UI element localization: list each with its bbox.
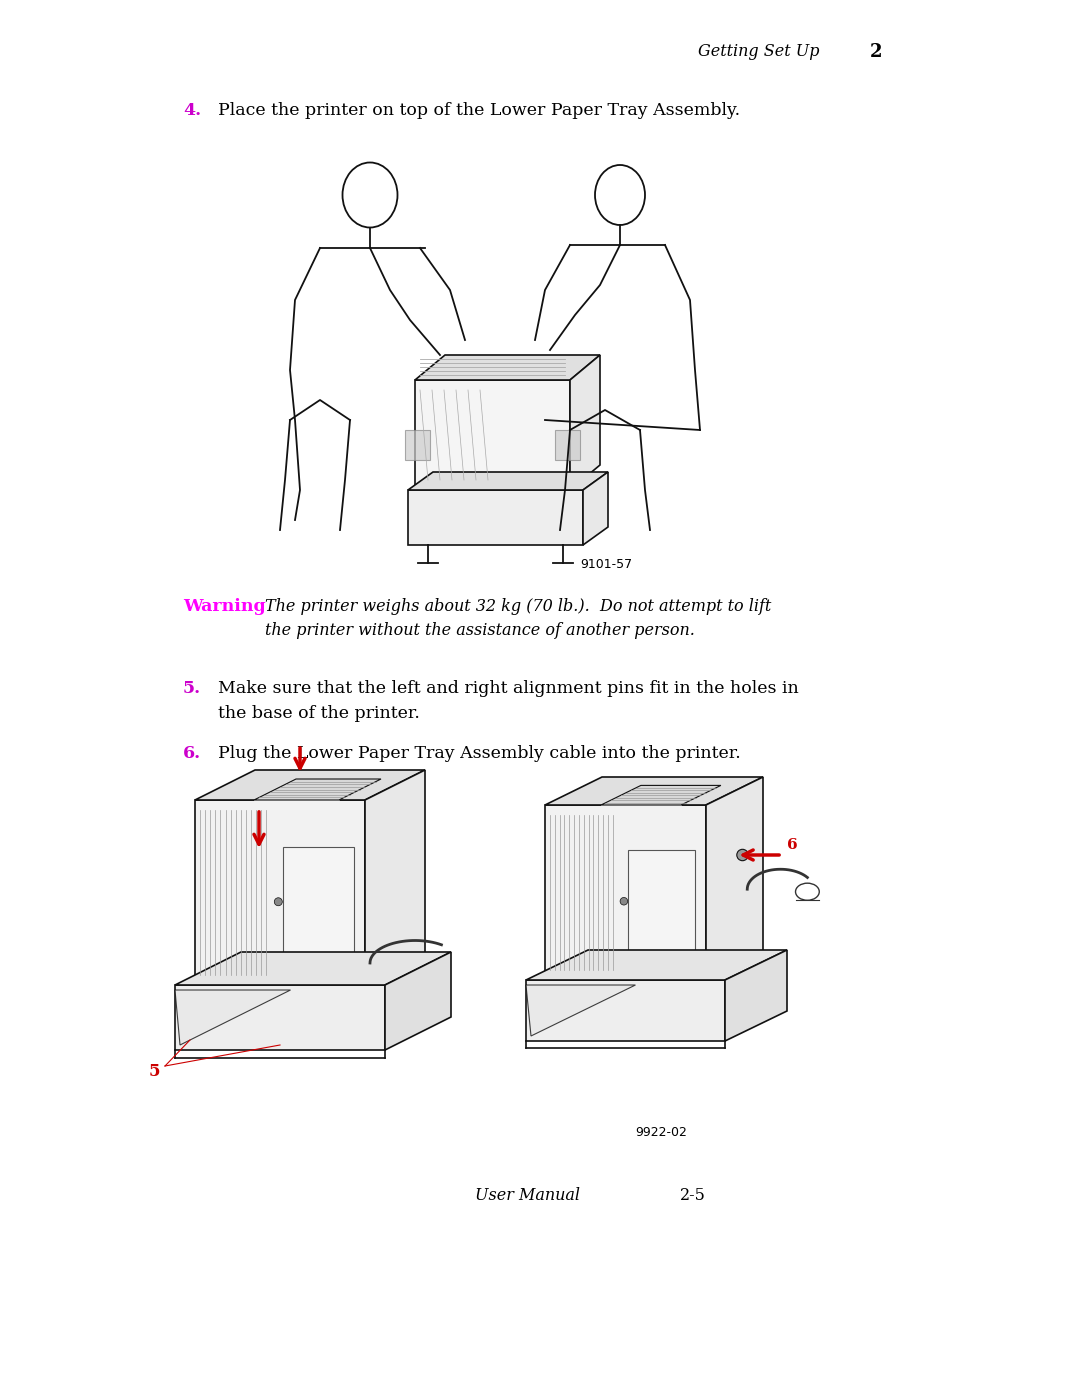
FancyBboxPatch shape <box>555 430 580 460</box>
FancyBboxPatch shape <box>405 430 430 460</box>
Circle shape <box>737 849 748 861</box>
Polygon shape <box>175 951 451 985</box>
Text: Make sure that the left and right alignment pins fit in the holes in: Make sure that the left and right alignm… <box>218 680 799 697</box>
Text: 9101-57: 9101-57 <box>580 559 632 571</box>
Text: 5: 5 <box>149 1063 160 1080</box>
Text: 2: 2 <box>870 43 882 61</box>
Text: 6.: 6. <box>183 745 201 761</box>
Text: Plug the Lower Paper Tray Assembly cable into the printer.: Plug the Lower Paper Tray Assembly cable… <box>218 745 741 761</box>
Polygon shape <box>415 355 600 380</box>
Text: 9922-02: 9922-02 <box>635 1126 687 1139</box>
Polygon shape <box>725 950 787 1041</box>
Text: Getting Set Up: Getting Set Up <box>699 43 820 60</box>
Polygon shape <box>526 985 635 1037</box>
Polygon shape <box>384 951 451 1051</box>
Polygon shape <box>408 472 608 490</box>
Polygon shape <box>365 770 426 985</box>
Circle shape <box>274 898 282 905</box>
Text: 5.: 5. <box>183 680 201 697</box>
Circle shape <box>620 897 627 905</box>
Polygon shape <box>570 355 600 490</box>
Text: 4.: 4. <box>183 102 201 119</box>
Polygon shape <box>583 472 608 545</box>
FancyBboxPatch shape <box>408 490 583 545</box>
Text: The printer weighs about 32 kg (70 lb.).  Do not attempt to lift: The printer weighs about 32 kg (70 lb.).… <box>265 598 771 615</box>
FancyBboxPatch shape <box>415 380 570 490</box>
FancyBboxPatch shape <box>627 849 696 972</box>
Text: Warning: Warning <box>183 598 266 615</box>
Text: User Manual: User Manual <box>475 1186 580 1203</box>
Text: 2-5: 2-5 <box>680 1186 706 1203</box>
FancyBboxPatch shape <box>175 985 384 1051</box>
Polygon shape <box>600 785 721 805</box>
Polygon shape <box>526 950 787 981</box>
Text: Place the printer on top of the Lower Paper Tray Assembly.: Place the printer on top of the Lower Pa… <box>218 102 740 119</box>
FancyBboxPatch shape <box>545 805 706 981</box>
FancyBboxPatch shape <box>283 847 354 977</box>
Polygon shape <box>195 770 426 800</box>
Polygon shape <box>254 780 381 800</box>
Text: the printer without the assistance of another person.: the printer without the assistance of an… <box>265 622 694 638</box>
FancyBboxPatch shape <box>526 981 725 1041</box>
Polygon shape <box>175 990 291 1045</box>
Polygon shape <box>545 777 762 805</box>
Polygon shape <box>706 777 762 981</box>
Text: the base of the printer.: the base of the printer. <box>218 705 420 722</box>
FancyBboxPatch shape <box>195 800 365 985</box>
Text: 6: 6 <box>786 838 797 852</box>
